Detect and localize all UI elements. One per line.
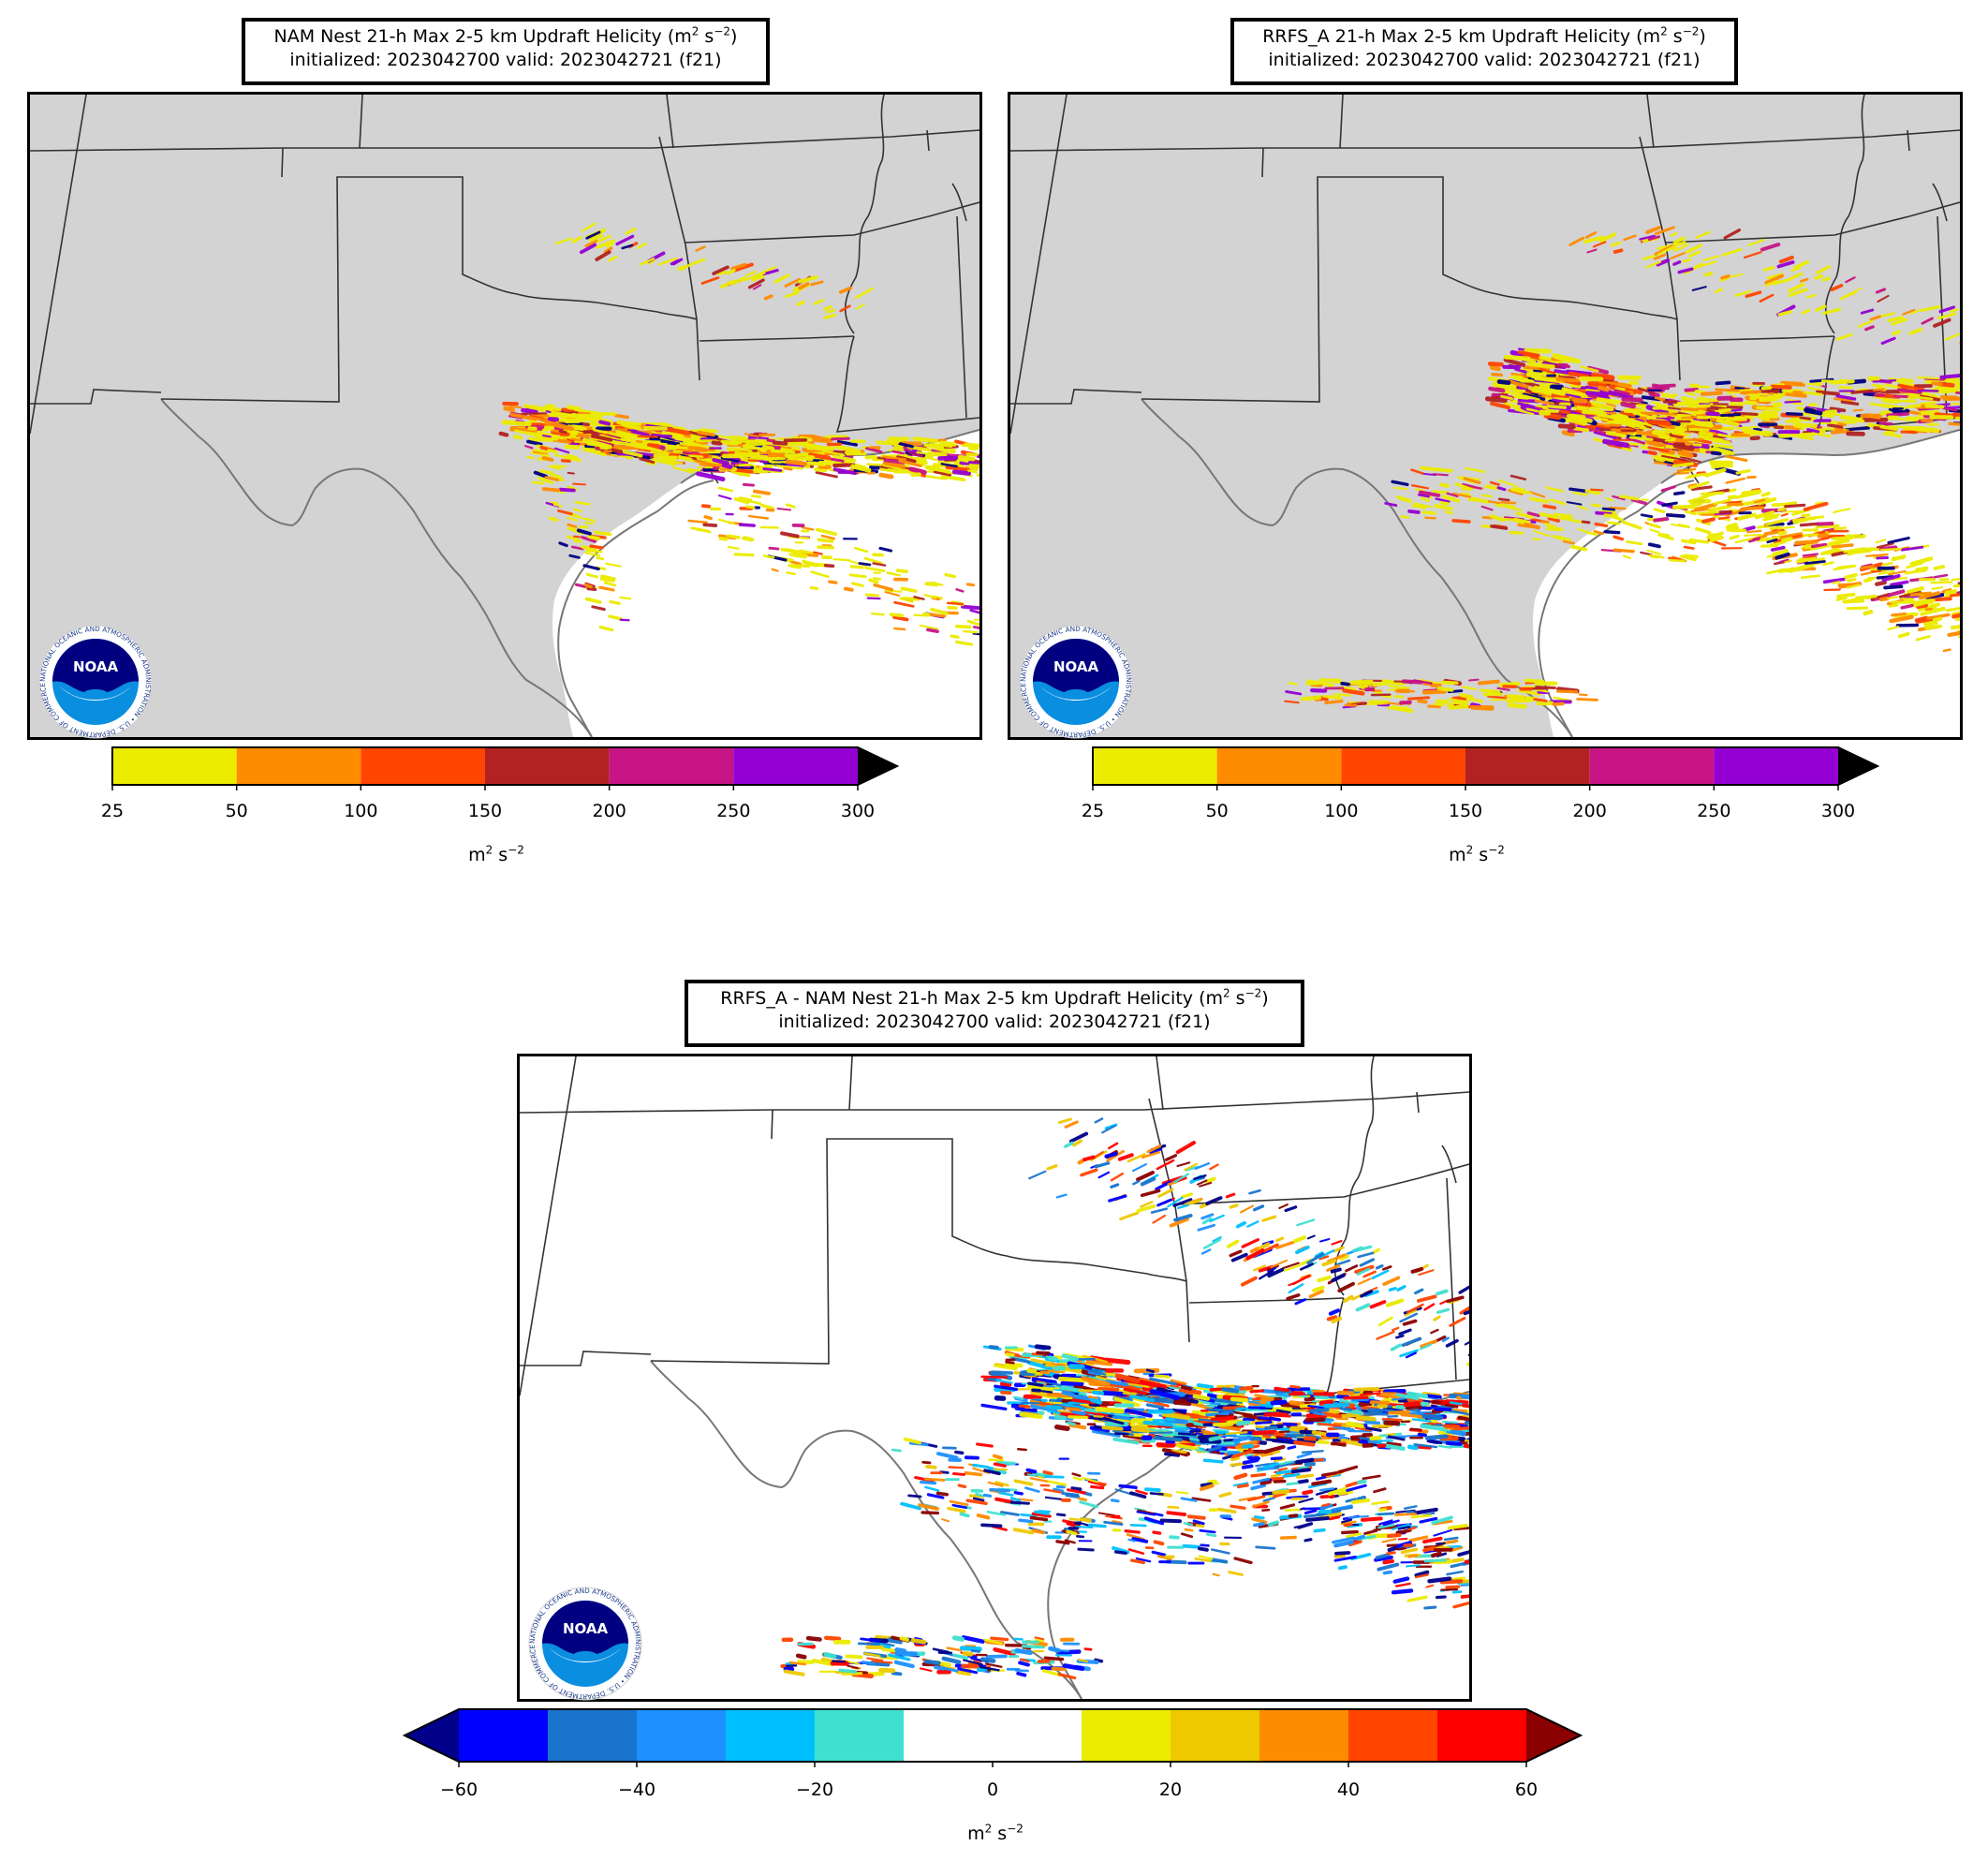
nam-map[interactable] (27, 92, 982, 740)
colorbar-segment (993, 1709, 1082, 1762)
nam-noaa-logo: NATIONAL OCEANIC AND ATMOSPHERIC ADMINIS… (32, 625, 159, 743)
colorbar-segment (1465, 747, 1590, 785)
colorbar-extend (1838, 747, 1878, 785)
rrfs-colorbar: 25 50 100 150 200 250 300 (1082, 746, 1917, 850)
diff-map[interactable] (517, 1054, 1472, 1702)
nam-title-init: initialized: 2023042700 valid: 202304272… (289, 50, 722, 70)
colorbar-segment (904, 1709, 993, 1762)
diff-colorbar-unit: m2 s−2 (967, 1822, 1023, 1844)
colorbar-tick-label: 100 (344, 801, 377, 821)
rrfs-noaa-logo: NATIONAL OCEANIC AND ATMOSPHERIC ADMINIS… (1012, 625, 1140, 743)
colorbar-tick-label: −60 (440, 1779, 478, 1800)
colorbar-extend-low (405, 1709, 459, 1762)
colorbar-extend-high (1526, 1709, 1581, 1762)
nam-colorbar-unit: m2 s−2 (468, 843, 524, 865)
colorbar-segment (236, 747, 361, 785)
colorbar-tick-label: 150 (468, 801, 502, 821)
colorbar-segment (726, 1709, 815, 1762)
colorbar-tick-label: 40 (1337, 1779, 1360, 1800)
diff-title-text: RRFS_A - NAM Nest 21-h Max 2-5 km Updraf… (720, 988, 1223, 1009)
colorbar-tick-label: −20 (796, 1779, 833, 1800)
colorbar-tick-label: 250 (1697, 801, 1730, 821)
nam-title: NAM Nest 21-h Max 2-5 km Updraft Helicit… (242, 18, 770, 85)
noaa-wordmark: NOAA (563, 1620, 609, 1637)
helicity-field (498, 222, 979, 646)
colorbar-segment (361, 747, 485, 785)
colorbar-tick-label: 50 (1206, 801, 1229, 821)
rrfs-title-init: initialized: 2023042700 valid: 202304272… (1268, 50, 1701, 70)
noaa-wordmark: NOAA (73, 658, 119, 675)
colorbar-tick-label: 25 (1082, 801, 1104, 821)
nam-title-text: NAM Nest 21-h Max 2-5 km Updraft Helicit… (273, 26, 692, 47)
colorbar-segment (1341, 747, 1465, 785)
colorbar-tick-label: 20 (1159, 1779, 1182, 1800)
colorbar-segment (637, 1709, 726, 1762)
diff-title: RRFS_A - NAM Nest 21-h Max 2-5 km Updraf… (685, 980, 1304, 1047)
rrfs-basemap (1010, 95, 1960, 737)
colorbar-tick-label: 150 (1449, 801, 1482, 821)
diff-noaa-logo: NATIONAL OCEANIC AND ATMOSPHERIC ADMINIS… (522, 1587, 649, 1705)
colorbar-segment (1714, 747, 1838, 785)
diff-basemap (520, 1056, 1469, 1699)
rrfs-colorbar-unit: m2 s−2 (1449, 843, 1505, 865)
diff-colorbar: −60 −40 −20 0 20 40 60 (402, 1708, 1592, 1812)
colorbar-segment (815, 1709, 904, 1762)
colorbar-tick-label: 300 (1821, 801, 1855, 821)
colorbar-tick-label: 60 (1515, 1779, 1538, 1800)
colorbar-tick-label: 0 (987, 1779, 998, 1800)
colorbar-extend (858, 747, 897, 785)
colorbar-segment (1082, 1709, 1171, 1762)
noaa-wordmark: NOAA (1053, 658, 1099, 675)
colorbar-segment (609, 747, 734, 785)
colorbar-tick-label: 300 (841, 801, 875, 821)
colorbar-tick-label: 25 (101, 801, 124, 821)
colorbar-segment (485, 747, 610, 785)
colorbar-segment (1348, 1709, 1437, 1762)
colorbar-segment (1259, 1709, 1348, 1762)
nam-colorbar: 25 50 100 150 200 250 300 (101, 746, 936, 850)
helicity-field (1284, 226, 1960, 714)
colorbar-tick-label: 100 (1324, 801, 1358, 821)
colorbar-segment (733, 747, 858, 785)
colorbar-tick-label: 200 (593, 801, 626, 821)
colorbar-segment (112, 747, 237, 785)
rrfs-title: RRFS_A 21-h Max 2-5 km Updraft Helicity … (1230, 18, 1738, 85)
colorbar-segment (548, 1709, 637, 1762)
nam-basemap (30, 95, 979, 737)
rrfs-title-text: RRFS_A 21-h Max 2-5 km Updraft Helicity … (1262, 26, 1661, 47)
colorbar-segment (1093, 747, 1217, 785)
colorbar-segment (1216, 747, 1342, 785)
colorbar-segment (459, 1709, 548, 1762)
colorbar-tick-label: 250 (716, 801, 750, 821)
colorbar-segment (1171, 1709, 1259, 1762)
colorbar-segment (1589, 747, 1715, 785)
colorbar-tick-label: −40 (618, 1779, 655, 1800)
helicity-field (780, 1117, 1469, 1680)
colorbar-tick-label: 50 (226, 801, 248, 821)
colorbar-segment (1437, 1709, 1526, 1762)
diff-title-init: initialized: 2023042700 valid: 202304272… (778, 1011, 1211, 1032)
colorbar-tick-label: 200 (1573, 801, 1607, 821)
rrfs-map[interactable] (1008, 92, 1963, 740)
